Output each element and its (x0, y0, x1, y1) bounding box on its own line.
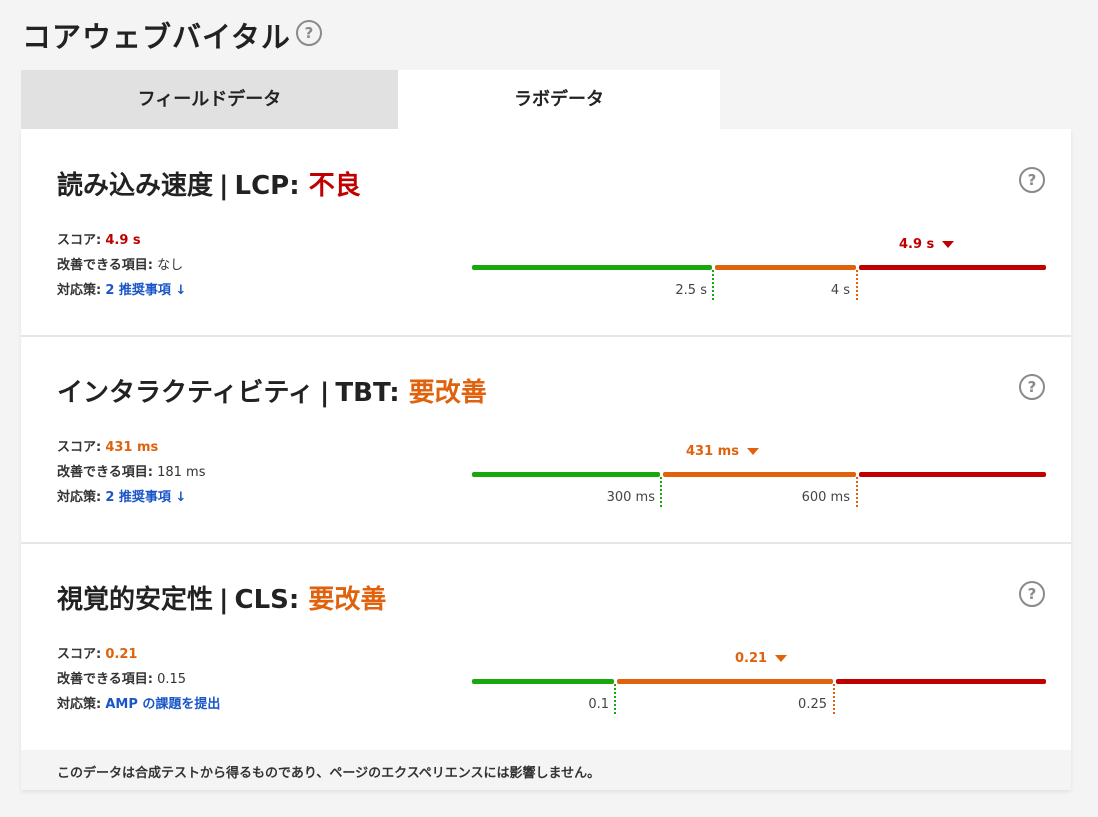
marker-triangle-icon (746, 448, 759, 455)
status-badge: 要改善 (408, 378, 487, 408)
lab-data-panel: 読み込み速度 | LCP: 不良 ? スコア: 4.9 s 改善できる項目: なし … (21, 129, 1071, 790)
needs-improvement-range-bar (617, 679, 833, 684)
poor-range-bar (836, 679, 1046, 684)
poor-range-bar (859, 472, 1046, 477)
marker-triangle-icon (942, 241, 955, 248)
metric-tbt: インタラクティビティ | TBT: 要改善 ? スコア: 431 ms 改善できる項… (21, 336, 1071, 544)
status-badge: 要改善 (308, 585, 387, 615)
threshold-tick (833, 684, 835, 714)
good-range-bar (472, 265, 712, 270)
threshold-tick (856, 270, 858, 300)
score-gauge: 300 ms 600 ms 431 ms (472, 336, 1046, 542)
metric-title: インタラクティビティ | TBT: 要改善 (57, 378, 487, 408)
threshold-tick (712, 270, 714, 300)
metric-title: 読み込み速度 | LCP: 不良 (57, 171, 361, 201)
needs-improvement-range-bar (663, 472, 856, 477)
metric-title: 視覚的安定性 | CLS: 要改善 (57, 585, 387, 615)
recommendations-link[interactable]: 2 推奨事項 ↓ (105, 283, 187, 298)
threshold-tick (660, 477, 662, 507)
help-icon[interactable]: ? (1019, 374, 1045, 400)
action-row: 対応策: 2 推奨事項 ↓ (57, 490, 187, 505)
file-amp-issue-link[interactable]: AMP の課題を提出 (105, 697, 221, 712)
page-title: コアウェブバイタル (22, 20, 291, 54)
score-row: スコア: 4.9 s (57, 233, 141, 248)
threshold-label: 4 s (830, 283, 850, 298)
footer-note: このデータは合成テストから得るものであり、ページのエクスペリエンスには影響しませ… (21, 750, 1071, 790)
threshold-tick (614, 684, 616, 714)
tab-bar: フィールドデータ ラボデータ (21, 70, 720, 129)
metric-lcp: 読み込み速度 | LCP: 不良 ? スコア: 4.9 s 改善できる項目: なし … (21, 129, 1071, 337)
help-icon[interactable]: ? (1019, 581, 1045, 607)
action-row: 対応策: 2 推奨事項 ↓ (57, 283, 187, 298)
improvable-row: 改善できる項目: 181 ms (57, 465, 206, 480)
score-row: スコア: 431 ms (57, 440, 159, 455)
score-row: スコア: 0.21 (57, 647, 138, 662)
threshold-label: 300 ms (606, 490, 655, 505)
improvable-row: 改善できる項目: なし (57, 258, 184, 273)
improvable-row: 改善できる項目: 0.15 (57, 672, 187, 687)
metric-cls: 視覚的安定性 | CLS: 要改善 ? スコア: 0.21 改善できる項目: 0.1… (21, 543, 1071, 749)
score-marker: 4.9 s (899, 237, 955, 252)
poor-range-bar (859, 265, 1046, 270)
marker-triangle-icon (775, 655, 788, 662)
recommendations-link[interactable]: 2 推奨事項 ↓ (105, 490, 187, 505)
score-gauge: 0.1 0.25 0.21 (472, 543, 1046, 749)
status-badge: 不良 (308, 171, 361, 201)
threshold-label: 0.25 (798, 697, 827, 712)
score-marker: 0.21 (735, 651, 788, 666)
tab-field-data[interactable]: フィールドデータ (21, 70, 398, 129)
action-row: 対応策: AMP の課題を提出 (57, 697, 221, 712)
good-range-bar (472, 472, 660, 477)
threshold-tick (856, 477, 858, 507)
help-icon[interactable]: ? (296, 20, 322, 46)
score-marker: 431 ms (686, 444, 759, 459)
good-range-bar (472, 679, 614, 684)
threshold-label: 2.5 s (675, 283, 707, 298)
threshold-label: 0.1 (588, 697, 609, 712)
help-icon[interactable]: ? (1019, 167, 1045, 193)
needs-improvement-range-bar (715, 265, 856, 270)
tab-lab-data[interactable]: ラボデータ (398, 70, 720, 129)
score-gauge: 2.5 s 4 s 4.9 s (472, 129, 1046, 335)
threshold-label: 600 ms (801, 490, 850, 505)
